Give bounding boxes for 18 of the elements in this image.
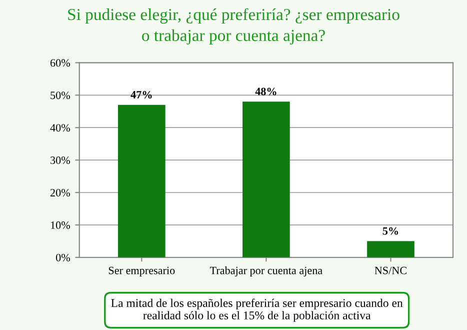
data-label: 5%	[382, 227, 398, 235]
y-tick-label: 50%	[50, 92, 70, 100]
bar	[118, 104, 166, 258]
y-tick-label: 30%	[50, 156, 70, 164]
data-label: 47%	[130, 90, 152, 98]
x-tick-label: Ser empresario	[108, 266, 175, 277]
x-tick-label: NS/NC	[374, 266, 406, 274]
x-tick-label: Trabajar por cuenta ajena	[210, 266, 322, 277]
y-tick-label: 10%	[50, 221, 70, 229]
y-tick-label: 0%	[56, 254, 70, 262]
chart-title: Si pudiese elegir, ¿qué preferiría? ¿ser empresario o trabajar por cuenta ajena?	[68, 8, 400, 44]
data-label: 48%	[255, 88, 276, 96]
bar	[367, 241, 414, 258]
y-tick-label: 60%	[50, 59, 70, 67]
y-tick-label: 20%	[50, 188, 70, 196]
y-tick-label: 40%	[50, 124, 70, 132]
bar	[242, 102, 290, 258]
text: La mitad de los españoles preferiría ser empresario cuando en realidad sólo lo es el 15% de la población activa	[111, 298, 403, 322]
